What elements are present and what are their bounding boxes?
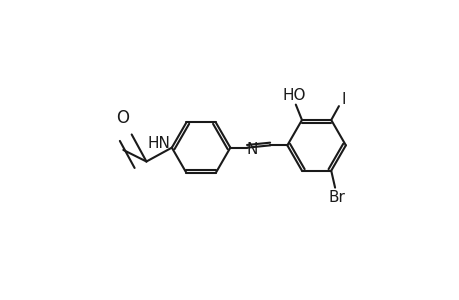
Text: N: N	[246, 142, 257, 158]
Text: HO: HO	[282, 88, 305, 103]
Text: I: I	[341, 92, 345, 107]
Text: O: O	[116, 109, 129, 127]
Text: Br: Br	[327, 190, 344, 205]
Text: HN: HN	[147, 136, 170, 151]
